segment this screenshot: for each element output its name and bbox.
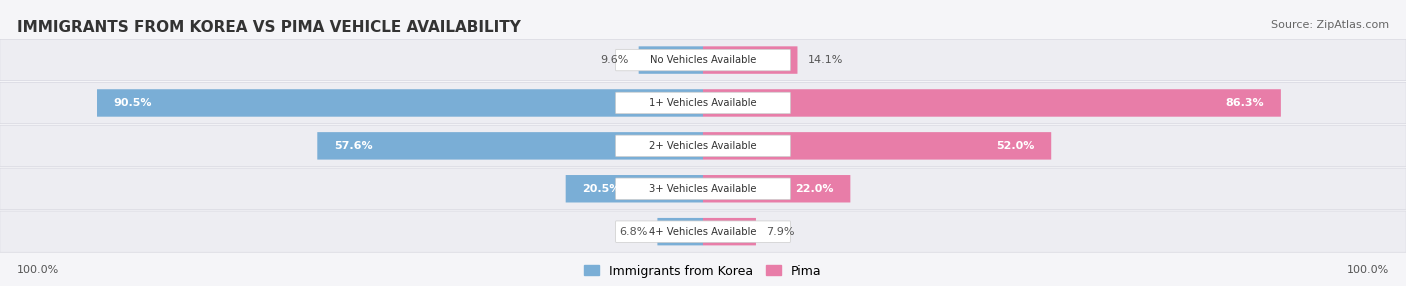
FancyBboxPatch shape xyxy=(703,218,756,245)
Text: IMMIGRANTS FROM KOREA VS PIMA VEHICLE AVAILABILITY: IMMIGRANTS FROM KOREA VS PIMA VEHICLE AV… xyxy=(17,20,520,35)
Text: 100.0%: 100.0% xyxy=(17,265,59,275)
FancyBboxPatch shape xyxy=(703,89,1281,117)
Text: 86.3%: 86.3% xyxy=(1226,98,1264,108)
FancyBboxPatch shape xyxy=(616,221,790,243)
Text: 4+ Vehicles Available: 4+ Vehicles Available xyxy=(650,227,756,237)
FancyBboxPatch shape xyxy=(616,135,790,156)
Text: 9.6%: 9.6% xyxy=(600,55,628,65)
Text: 100.0%: 100.0% xyxy=(1347,265,1389,275)
Text: 6.8%: 6.8% xyxy=(619,227,647,237)
FancyBboxPatch shape xyxy=(658,218,703,245)
FancyBboxPatch shape xyxy=(616,92,790,114)
FancyBboxPatch shape xyxy=(0,39,1406,81)
FancyBboxPatch shape xyxy=(0,211,1406,252)
FancyBboxPatch shape xyxy=(565,175,703,202)
FancyBboxPatch shape xyxy=(318,132,703,160)
Text: No Vehicles Available: No Vehicles Available xyxy=(650,55,756,65)
Text: 20.5%: 20.5% xyxy=(582,184,621,194)
Text: 57.6%: 57.6% xyxy=(335,141,373,151)
Text: 14.1%: 14.1% xyxy=(807,55,842,65)
Text: 1+ Vehicles Available: 1+ Vehicles Available xyxy=(650,98,756,108)
FancyBboxPatch shape xyxy=(638,46,703,74)
FancyBboxPatch shape xyxy=(97,89,703,117)
Text: Source: ZipAtlas.com: Source: ZipAtlas.com xyxy=(1271,20,1389,30)
FancyBboxPatch shape xyxy=(703,132,1052,160)
FancyBboxPatch shape xyxy=(703,175,851,202)
Text: 2+ Vehicles Available: 2+ Vehicles Available xyxy=(650,141,756,151)
Text: 90.5%: 90.5% xyxy=(114,98,152,108)
FancyBboxPatch shape xyxy=(0,125,1406,166)
Text: 52.0%: 52.0% xyxy=(995,141,1035,151)
Text: 7.9%: 7.9% xyxy=(766,227,794,237)
FancyBboxPatch shape xyxy=(0,82,1406,124)
FancyBboxPatch shape xyxy=(616,178,790,200)
FancyBboxPatch shape xyxy=(0,168,1406,209)
FancyBboxPatch shape xyxy=(703,46,797,74)
FancyBboxPatch shape xyxy=(616,49,790,71)
Text: 22.0%: 22.0% xyxy=(794,184,834,194)
Text: 3+ Vehicles Available: 3+ Vehicles Available xyxy=(650,184,756,194)
Legend: Immigrants from Korea, Pima: Immigrants from Korea, Pima xyxy=(579,260,827,283)
